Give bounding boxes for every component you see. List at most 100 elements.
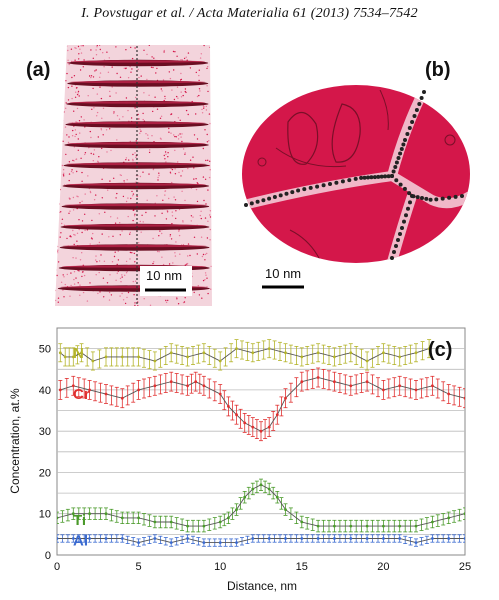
boundary-dot	[414, 108, 419, 112]
series-ti	[57, 478, 465, 533]
layer-highlight	[63, 224, 207, 227]
data-point	[71, 537, 75, 540]
boundary-dot	[404, 213, 408, 218]
data-point	[333, 355, 336, 359]
y-ticks: 0 10 20 30 40 50	[39, 344, 51, 562]
data-point	[243, 421, 247, 425]
data-point	[104, 392, 108, 396]
data-point	[186, 537, 190, 540]
layer-highlight	[62, 244, 207, 248]
boundary-dot	[390, 256, 394, 260]
data-point	[398, 355, 402, 359]
data-point	[365, 537, 369, 540]
data-point	[259, 483, 263, 487]
boundary-dot	[328, 182, 332, 186]
data-point	[284, 396, 287, 400]
data-point	[267, 425, 271, 429]
data-point	[333, 524, 336, 528]
boundary-dot	[340, 179, 345, 184]
boundary-dot	[379, 174, 384, 179]
data-point	[218, 541, 222, 544]
boundary-dot	[402, 219, 406, 224]
data-point	[227, 405, 230, 408]
series-group	[57, 339, 465, 547]
data-point	[243, 495, 247, 499]
boundary-dot	[308, 185, 313, 190]
boundary-dot	[390, 174, 394, 178]
y-tick-label: 50	[39, 344, 51, 356]
data-point	[71, 512, 75, 516]
grain-boundary-dots	[244, 90, 464, 260]
data-point	[153, 520, 157, 524]
data-point	[71, 355, 75, 359]
data-point	[365, 380, 369, 384]
boundary-dot	[392, 250, 396, 254]
data-point	[316, 351, 320, 355]
layer-highlight	[65, 183, 207, 186]
data-point	[431, 537, 434, 540]
boundary-dot	[403, 138, 407, 142]
data-point	[349, 537, 353, 540]
panel-b-label: (b)	[425, 59, 451, 81]
data-point	[300, 537, 304, 540]
series-line	[60, 377, 465, 432]
data-point	[447, 537, 451, 540]
data-point	[57, 537, 59, 540]
boundary-dot	[420, 196, 424, 200]
data-point	[431, 520, 434, 524]
data-point	[398, 524, 402, 528]
data-point	[137, 541, 141, 544]
page-header: I. Povstugar et al. / Acta Materialia 61…	[81, 6, 418, 21]
data-point	[349, 524, 353, 528]
data-point	[71, 384, 75, 388]
data-point	[202, 384, 206, 388]
data-point	[316, 537, 320, 540]
element-labels: N Cr Ti Al	[73, 345, 90, 550]
data-point	[120, 516, 124, 520]
panel-a-label: (a)	[26, 59, 50, 81]
data-point	[382, 388, 385, 392]
series-line	[57, 538, 465, 544]
data-point	[284, 537, 287, 540]
y-tick-label: 0	[45, 550, 51, 562]
data-point	[365, 359, 369, 363]
data-point	[58, 351, 62, 355]
data-point	[463, 396, 465, 400]
data-point	[120, 355, 124, 359]
data-point	[333, 380, 336, 384]
data-point	[120, 396, 124, 400]
boundary-dot	[394, 160, 399, 165]
data-point	[235, 413, 238, 417]
boundary-dot	[267, 196, 272, 201]
data-point	[137, 516, 141, 520]
series-label-ti: Ti	[73, 512, 86, 529]
data-point	[186, 384, 190, 388]
layer-highlight	[70, 80, 206, 84]
boundary-dot	[398, 232, 402, 236]
tomography-cross-section-b	[242, 85, 470, 263]
boundary-dot	[412, 114, 417, 118]
data-point	[153, 384, 157, 388]
boundary-dot	[440, 196, 445, 201]
grid-lines	[57, 348, 465, 535]
data-point	[194, 380, 198, 384]
boundary-dot	[428, 197, 433, 202]
data-point	[58, 388, 62, 392]
scalebar-b: 10 nm	[262, 266, 304, 289]
boundary-dot	[401, 142, 406, 147]
x-tick-label: 5	[136, 561, 142, 573]
boundary-dot	[278, 193, 283, 198]
x-tick-label: 0	[54, 561, 60, 573]
boundary-dot	[398, 182, 403, 187]
boundary-dot	[434, 197, 439, 202]
boundary-dot	[394, 178, 399, 183]
boundary-dot	[369, 175, 374, 180]
data-point	[382, 524, 385, 528]
data-point	[267, 537, 271, 540]
data-point	[80, 351, 83, 355]
data-point	[218, 359, 222, 363]
data-point	[365, 524, 369, 528]
x-axis-label: Distance, nm	[227, 579, 297, 593]
boundary-dot	[410, 120, 415, 124]
